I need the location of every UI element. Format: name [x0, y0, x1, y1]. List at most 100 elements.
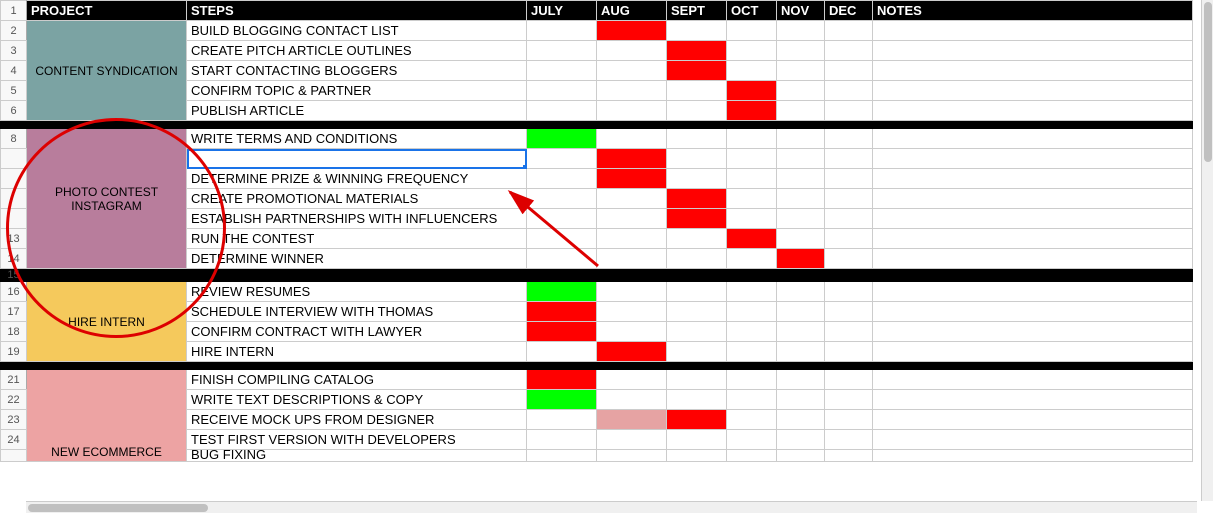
row-number[interactable]: 15 — [1, 269, 27, 282]
month-cell-aug[interactable] — [597, 450, 667, 462]
row-number[interactable]: 17 — [1, 302, 27, 322]
row-number[interactable]: 23 — [1, 410, 27, 430]
row-number[interactable] — [1, 450, 27, 462]
row-number[interactable]: 14 — [1, 249, 27, 269]
month-cell-july[interactable] — [527, 450, 597, 462]
month-cell-oct[interactable] — [727, 129, 777, 149]
month-cell-nov[interactable] — [777, 101, 825, 121]
month-cell-dec[interactable] — [825, 149, 873, 169]
notes-cell[interactable] — [873, 410, 1193, 430]
row-number[interactable] — [1, 149, 27, 169]
month-cell-dec[interactable] — [825, 430, 873, 450]
month-cell-dec[interactable] — [825, 322, 873, 342]
month-cell-dec[interactable] — [825, 61, 873, 81]
month-cell-oct[interactable] — [727, 450, 777, 462]
month-cell-nov[interactable] — [777, 169, 825, 189]
month-cell-dec[interactable] — [825, 410, 873, 430]
step-cell[interactable]: TEST FIRST VERSION WITH DEVELOPERS — [187, 430, 527, 450]
notes-cell[interactable] — [873, 149, 1193, 169]
month-cell-dec[interactable] — [825, 41, 873, 61]
column-header[interactable]: PROJECT — [27, 1, 187, 21]
notes-cell[interactable] — [873, 81, 1193, 101]
month-cell-dec[interactable] — [825, 101, 873, 121]
month-cell-dec[interactable] — [825, 81, 873, 101]
notes-cell[interactable] — [873, 282, 1193, 302]
month-cell-july[interactable] — [527, 81, 597, 101]
notes-cell[interactable] — [873, 390, 1193, 410]
month-cell-aug[interactable] — [597, 430, 667, 450]
month-cell-july[interactable] — [527, 410, 597, 430]
month-cell-oct[interactable] — [727, 81, 777, 101]
column-header[interactable]: DEC — [825, 1, 873, 21]
step-cell[interactable]: REVIEW RESUMES — [187, 282, 527, 302]
row-number[interactable] — [1, 169, 27, 189]
month-cell-oct[interactable] — [727, 169, 777, 189]
month-cell-aug[interactable] — [597, 149, 667, 169]
month-cell-oct[interactable] — [727, 61, 777, 81]
step-cell[interactable]: RUN THE CONTEST — [187, 229, 527, 249]
month-cell-nov[interactable] — [777, 322, 825, 342]
month-cell-july[interactable] — [527, 342, 597, 362]
month-cell-sept[interactable] — [667, 41, 727, 61]
month-cell-dec[interactable] — [825, 390, 873, 410]
month-cell-nov[interactable] — [777, 189, 825, 209]
month-cell-nov[interactable] — [777, 430, 825, 450]
month-cell-oct[interactable] — [727, 390, 777, 410]
month-cell-aug[interactable] — [597, 342, 667, 362]
month-cell-aug[interactable] — [597, 370, 667, 390]
month-cell-aug[interactable] — [597, 101, 667, 121]
project-cell[interactable]: HIRE INTERN — [27, 282, 187, 362]
step-cell[interactable]: PUBLISH ARTICLE — [187, 101, 527, 121]
month-cell-july[interactable] — [527, 430, 597, 450]
month-cell-aug[interactable] — [597, 410, 667, 430]
project-cell[interactable]: NEW ECOMMERCE — [27, 370, 187, 462]
notes-cell[interactable] — [873, 41, 1193, 61]
month-cell-nov[interactable] — [777, 249, 825, 269]
row-number[interactable]: 2 — [1, 21, 27, 41]
row-number[interactable] — [1, 189, 27, 209]
notes-cell[interactable] — [873, 21, 1193, 41]
month-cell-sept[interactable] — [667, 229, 727, 249]
notes-cell[interactable] — [873, 450, 1193, 462]
row-number[interactable]: 19 — [1, 342, 27, 362]
month-cell-nov[interactable] — [777, 342, 825, 362]
month-cell-july[interactable] — [527, 229, 597, 249]
month-cell-oct[interactable] — [727, 370, 777, 390]
vertical-scrollbar[interactable] — [1201, 0, 1213, 501]
step-cell[interactable]: RECEIVE MOCK UPS FROM DESIGNER — [187, 410, 527, 430]
month-cell-aug[interactable] — [597, 229, 667, 249]
column-header[interactable]: NOTES — [873, 1, 1193, 21]
month-cell-dec[interactable] — [825, 342, 873, 362]
step-cell[interactable]: CONFIRM CONTRACT WITH LAWYER — [187, 322, 527, 342]
month-cell-july[interactable] — [527, 129, 597, 149]
month-cell-oct[interactable] — [727, 209, 777, 229]
column-header[interactable]: OCT — [727, 1, 777, 21]
month-cell-dec[interactable] — [825, 169, 873, 189]
notes-cell[interactable] — [873, 370, 1193, 390]
month-cell-sept[interactable] — [667, 169, 727, 189]
notes-cell[interactable] — [873, 61, 1193, 81]
month-cell-oct[interactable] — [727, 322, 777, 342]
step-cell[interactable]: CREATE PROMOTIONAL MATERIALS — [187, 189, 527, 209]
month-cell-aug[interactable] — [597, 249, 667, 269]
column-header[interactable]: NOV — [777, 1, 825, 21]
month-cell-dec[interactable] — [825, 282, 873, 302]
row-number[interactable]: 3 — [1, 41, 27, 61]
row-number[interactable]: 13 — [1, 229, 27, 249]
month-cell-july[interactable] — [527, 249, 597, 269]
month-cell-dec[interactable] — [825, 450, 873, 462]
month-cell-aug[interactable] — [597, 189, 667, 209]
step-cell[interactable]: BUILD BLOGGING CONTACT LIST — [187, 21, 527, 41]
row-number[interactable]: 1 — [1, 1, 27, 21]
month-cell-oct[interactable] — [727, 41, 777, 61]
month-cell-dec[interactable] — [825, 302, 873, 322]
month-cell-sept[interactable] — [667, 450, 727, 462]
row-number[interactable]: 18 — [1, 322, 27, 342]
month-cell-aug[interactable] — [597, 81, 667, 101]
notes-cell[interactable] — [873, 129, 1193, 149]
notes-cell[interactable] — [873, 189, 1193, 209]
project-cell[interactable]: PHOTO CONTESTINSTAGRAM — [27, 129, 187, 269]
month-cell-nov[interactable] — [777, 61, 825, 81]
notes-cell[interactable] — [873, 249, 1193, 269]
row-number[interactable]: 8 — [1, 129, 27, 149]
